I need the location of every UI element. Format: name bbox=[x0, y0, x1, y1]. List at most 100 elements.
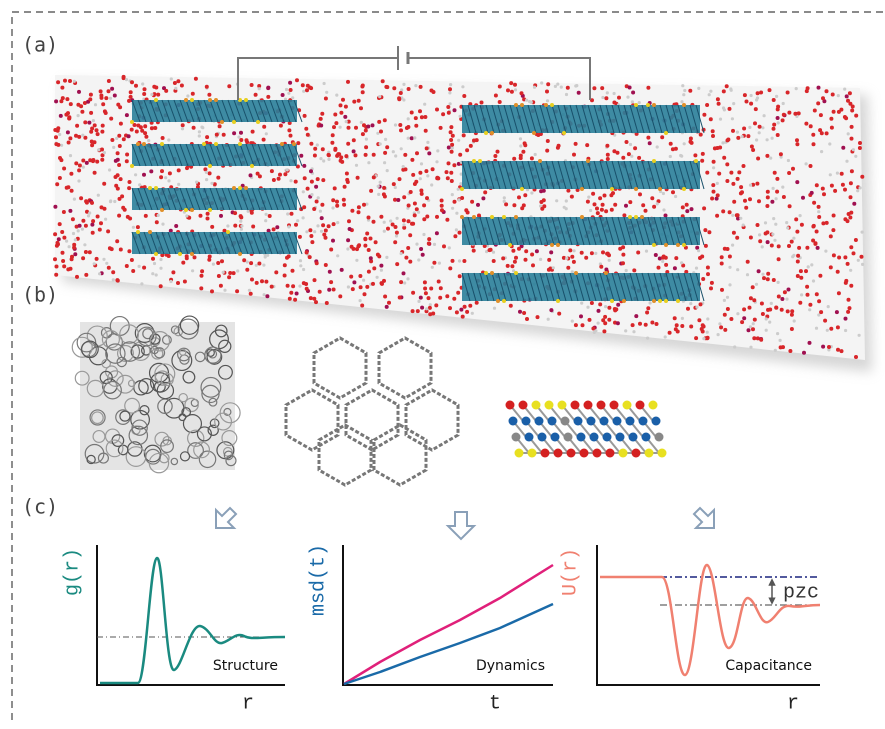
molecule bbox=[66, 185, 70, 189]
panel-label: (b) bbox=[22, 283, 58, 307]
molecule bbox=[535, 249, 539, 253]
molecule bbox=[411, 291, 415, 295]
molecule bbox=[626, 96, 629, 99]
electrode-atom bbox=[514, 103, 518, 107]
molecule bbox=[720, 255, 724, 259]
molecule bbox=[429, 303, 432, 306]
molecule bbox=[717, 172, 721, 176]
molecule bbox=[755, 98, 758, 101]
molecule bbox=[728, 255, 732, 259]
molecule bbox=[777, 244, 781, 248]
molecule bbox=[662, 208, 665, 211]
molecule bbox=[293, 298, 297, 302]
molecule bbox=[845, 160, 848, 163]
electrode-atom bbox=[220, 120, 224, 124]
molecule bbox=[825, 131, 829, 135]
molecule bbox=[844, 329, 847, 332]
molecule bbox=[155, 273, 158, 276]
molecule bbox=[160, 169, 164, 173]
molecule bbox=[792, 254, 795, 257]
molecule bbox=[437, 280, 441, 284]
molecule bbox=[114, 159, 118, 163]
molecule bbox=[249, 173, 253, 177]
molecule bbox=[251, 130, 255, 134]
atom bbox=[619, 449, 628, 458]
electrode-atom bbox=[652, 243, 656, 247]
molecule bbox=[646, 337, 649, 340]
molecule bbox=[846, 310, 850, 314]
molecule bbox=[451, 207, 454, 210]
molecule bbox=[810, 191, 814, 195]
molecule bbox=[570, 255, 574, 259]
molecule bbox=[355, 259, 358, 262]
electrode-atom bbox=[604, 271, 608, 275]
molecule bbox=[192, 126, 196, 130]
molecule bbox=[849, 245, 853, 249]
molecule bbox=[731, 244, 734, 247]
molecule bbox=[223, 289, 226, 292]
molecule bbox=[719, 325, 723, 329]
molecule bbox=[759, 338, 763, 342]
molecule bbox=[68, 79, 72, 83]
molecule bbox=[804, 269, 808, 273]
molecule bbox=[673, 266, 677, 270]
molecule bbox=[740, 190, 744, 194]
molecule bbox=[314, 300, 318, 304]
molecule bbox=[84, 273, 88, 277]
molecule bbox=[722, 156, 726, 160]
molecule bbox=[589, 209, 592, 212]
molecule bbox=[319, 124, 323, 128]
electrode-atom bbox=[280, 142, 284, 146]
molecule bbox=[136, 225, 140, 229]
molecule bbox=[671, 190, 675, 194]
molecule bbox=[540, 81, 543, 84]
molecule bbox=[627, 152, 631, 156]
molecule bbox=[787, 244, 791, 248]
molecule bbox=[749, 296, 753, 300]
molecule bbox=[811, 133, 815, 137]
molecule bbox=[359, 106, 363, 110]
molecule bbox=[110, 87, 114, 91]
molecule bbox=[341, 98, 345, 102]
electrode-atom bbox=[610, 299, 614, 303]
molecule bbox=[431, 167, 435, 171]
molecule bbox=[322, 159, 325, 162]
molecule bbox=[67, 116, 71, 120]
molecule bbox=[344, 105, 348, 109]
porous-carbon bbox=[72, 316, 240, 473]
molecule bbox=[711, 134, 715, 138]
molecule bbox=[613, 92, 616, 95]
molecule bbox=[772, 98, 776, 102]
molecule bbox=[343, 115, 347, 119]
hex-ring bbox=[314, 338, 366, 398]
molecule bbox=[108, 168, 111, 171]
molecule bbox=[787, 159, 790, 162]
molecule bbox=[169, 280, 172, 283]
molecule bbox=[788, 204, 792, 208]
molecule bbox=[632, 268, 636, 272]
atom bbox=[548, 417, 557, 426]
electrode-atom bbox=[544, 103, 548, 107]
molecule bbox=[81, 134, 84, 137]
molecule bbox=[470, 200, 474, 204]
molecule bbox=[402, 165, 405, 168]
molecule bbox=[72, 232, 75, 235]
molecule bbox=[592, 86, 596, 90]
atom bbox=[606, 449, 615, 458]
molecule bbox=[61, 259, 65, 263]
molecule bbox=[62, 264, 66, 268]
molecule bbox=[616, 303, 620, 307]
molecule bbox=[795, 180, 799, 184]
molecule bbox=[302, 164, 306, 168]
molecule bbox=[83, 243, 86, 246]
molecule bbox=[357, 205, 361, 209]
electrode-atom bbox=[664, 299, 668, 303]
molecule bbox=[59, 114, 63, 118]
electrode-atom bbox=[238, 252, 242, 256]
molecule bbox=[733, 345, 736, 348]
molecule bbox=[788, 349, 792, 353]
molecule bbox=[763, 114, 766, 117]
molecule bbox=[702, 325, 706, 329]
molecule bbox=[742, 224, 745, 227]
molecule bbox=[125, 153, 129, 157]
